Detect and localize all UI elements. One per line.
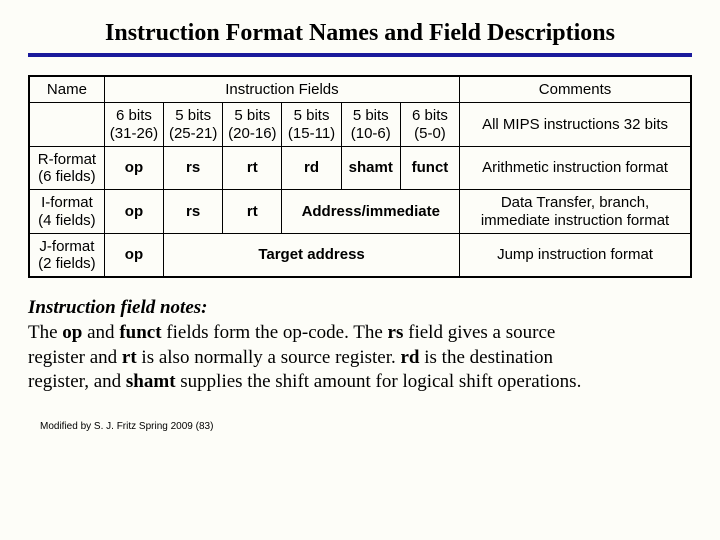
n1e: fields form the op-code. The xyxy=(162,322,388,343)
iformat-comment: Data Transfer, branch,immediate instruct… xyxy=(460,190,691,234)
bits-4: 5 bits(10-6) xyxy=(341,103,400,147)
field-notes: Instruction field notes: The op and func… xyxy=(28,296,692,395)
bits-1: 5 bits(25-21) xyxy=(164,103,223,147)
iformat-addrimm: Address/immediate xyxy=(282,190,460,234)
n1a: The xyxy=(28,322,62,343)
rformat-rt: rt xyxy=(223,146,282,190)
jformat-target: Target address xyxy=(164,233,460,277)
rformat-row: R-format(6 fields) op rs rt rd shamt fun… xyxy=(29,146,691,190)
n2a: register and xyxy=(28,347,122,368)
n1g: field gives a source xyxy=(403,322,555,343)
rformat-name: R-format(6 fields) xyxy=(29,146,104,190)
kw-rs: rs xyxy=(388,322,404,343)
instruction-format-table: Name Instruction Fields Comments 6 bits(… xyxy=(28,75,692,278)
rformat-op: op xyxy=(104,146,163,190)
kw-op: op xyxy=(62,322,82,343)
bits-row: 6 bits(31-26) 5 bits(25-21) 5 bits(20-16… xyxy=(29,103,691,147)
hdr-fields: Instruction Fields xyxy=(104,76,459,103)
kw-shamt: shamt xyxy=(126,371,176,392)
hdr-comments: Comments xyxy=(460,76,691,103)
bits-comment: All MIPS instructions 32 bits xyxy=(460,103,691,147)
iformat-rs: rs xyxy=(164,190,223,234)
notes-heading: Instruction field notes: xyxy=(28,297,207,318)
iformat-rt: rt xyxy=(223,190,282,234)
iformat-name: I-format(4 fields) xyxy=(29,190,104,234)
bits-5: 6 bits(5-0) xyxy=(400,103,459,147)
n1c: and xyxy=(82,322,119,343)
jformat-row: J-format(2 fields) op Target address Jum… xyxy=(29,233,691,277)
jformat-op: op xyxy=(104,233,163,277)
jformat-name: J-format(2 fields) xyxy=(29,233,104,277)
rformat-rd: rd xyxy=(282,146,341,190)
n2e: is the destination xyxy=(420,347,554,368)
n3c: supplies the shift amount for logical sh… xyxy=(176,371,582,392)
footer-credit: Modified by S. J. Fritz Spring 2009 (83) xyxy=(40,421,692,432)
iformat-row: I-format(4 fields) op rs rt Address/imme… xyxy=(29,190,691,234)
bits-name-blank xyxy=(29,103,104,147)
hdr-name: Name xyxy=(29,76,104,103)
bits-2: 5 bits(20-16) xyxy=(223,103,282,147)
rformat-funct: funct xyxy=(400,146,459,190)
kw-rt: rt xyxy=(122,347,137,368)
kw-rd: rd xyxy=(401,347,420,368)
bits-0: 6 bits(31-26) xyxy=(104,103,163,147)
header-row: Name Instruction Fields Comments xyxy=(29,76,691,103)
rformat-shamt: shamt xyxy=(341,146,400,190)
slide-title: Instruction Format Names and Field Descr… xyxy=(28,20,692,47)
title-rule xyxy=(28,53,692,57)
n3a: register, and xyxy=(28,371,126,392)
n2c: is also normally a source register. xyxy=(137,347,401,368)
rformat-comment: Arithmetic instruction format xyxy=(460,146,691,190)
jformat-comment: Jump instruction format xyxy=(460,233,691,277)
iformat-op: op xyxy=(104,190,163,234)
kw-funct: funct xyxy=(119,322,161,343)
rformat-rs: rs xyxy=(164,146,223,190)
bits-3: 5 bits(15-11) xyxy=(282,103,341,147)
